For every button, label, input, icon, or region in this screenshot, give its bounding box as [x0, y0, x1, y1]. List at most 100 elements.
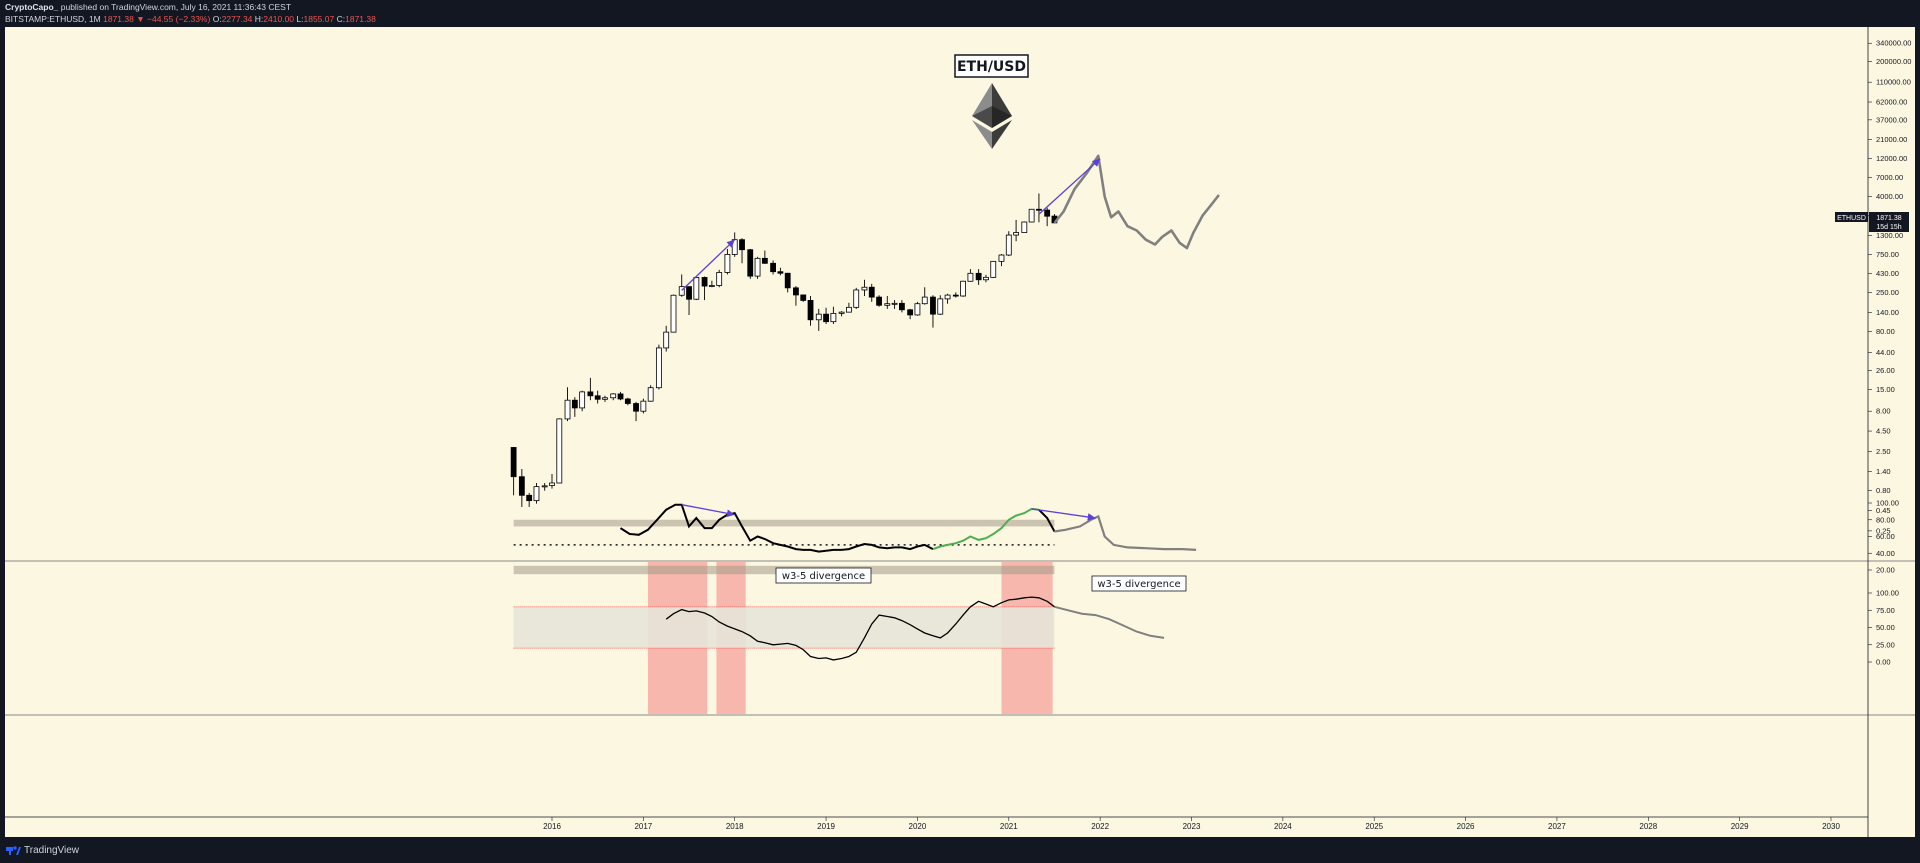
candle-down: [617, 393, 624, 400]
price-projection-line: [1053, 154, 1220, 250]
candle-down: [930, 296, 936, 315]
candle-up: [693, 277, 700, 300]
symbol-label: BITSTAMP:ETHUSD, 1M: [5, 14, 101, 24]
candle-down: [770, 262, 776, 273]
price-axis-tick-label: 7000.00: [1876, 173, 1903, 182]
candle-up: [983, 276, 989, 281]
candle-up: [998, 254, 1005, 262]
price-axis[interactable]: 340000.00 200000.00 110000.00 62000.00 37000…: [1868, 39, 1911, 667]
tradingview-logo-icon[interactable]: [6, 844, 21, 858]
price-axis-tick-label: 44.00: [1876, 348, 1895, 357]
oscillator-2-panel[interactable]: [665, 596, 1165, 661]
candle-up: [708, 285, 715, 287]
candle-down: [807, 300, 814, 321]
candle-down: [823, 313, 829, 323]
osc2-band: [513, 606, 1055, 649]
candle-down: [1044, 209, 1051, 217]
chart-area[interactable]: [5, 27, 1915, 837]
candle-up: [640, 400, 647, 412]
candle-up: [838, 311, 845, 314]
osc2-axis-tick-label: 75.00: [1876, 606, 1895, 615]
price-tag-symbol: ETHUSD: [1837, 215, 1866, 222]
tradingview-brand[interactable]: TradingView: [24, 845, 80, 856]
candle-down: [739, 239, 745, 251]
chart-svg[interactable]: ETH/USD 340000.00 200000.00 110000.00 62000…: [5, 27, 1915, 837]
osc2-axis-tick-label: 100.00: [1876, 589, 1899, 598]
price-divergence-arrow: [1038, 158, 1101, 215]
candle-up: [990, 260, 997, 278]
price-axis-tick-label: 250.00: [1876, 288, 1899, 297]
candle-up: [754, 257, 761, 277]
oscillator-1-panel[interactable]: [619, 503, 1197, 553]
chart-header: CryptoCapo_ published on TradingView.com…: [0, 0, 1920, 27]
candle-down: [898, 302, 905, 311]
time-axis-tick-label: 2023: [1183, 822, 1201, 831]
price-axis-tick-label: 15.00: [1876, 385, 1895, 394]
upper-band: [513, 519, 1055, 527]
candle-down: [526, 494, 533, 502]
time-axis[interactable]: 2016 2017 2018 2019 2020 2021 2022 2023 2024 2025…: [543, 817, 1840, 831]
candle-up: [853, 289, 860, 308]
price-axis-tick-label: 340000.00: [1876, 39, 1911, 48]
publish-info: CryptoCapo_ published on TradingView.com…: [5, 2, 291, 12]
price-tag-value: 1871.38: [1876, 215, 1901, 222]
candle-up: [541, 485, 548, 488]
candle-up: [533, 486, 540, 502]
price-axis-tick-label: 21000.00: [1876, 135, 1907, 144]
price-panel[interactable]: [510, 154, 1220, 507]
author-name[interactable]: CryptoCapo_: [5, 2, 59, 12]
time-axis-tick-label: 2016: [543, 822, 561, 831]
candle-up: [960, 280, 967, 297]
osc1-axis-tick-label: 100.00: [1876, 499, 1899, 508]
footer-bar: TradingView: [0, 837, 1920, 863]
candle-up: [815, 313, 822, 321]
candle-down: [594, 395, 601, 400]
oscillator-1-projection: [1054, 514, 1197, 551]
price-axis-tick-label: 110000.00: [1876, 78, 1911, 87]
chart-title-box: ETH/USD: [954, 54, 1029, 78]
time-axis-tick-label: 2018: [726, 822, 744, 831]
price-axis-tick-label: 62000.00: [1876, 98, 1907, 107]
time-axis-tick-label: 2020: [909, 822, 927, 831]
candle-down: [747, 249, 754, 277]
price-axis-tick-label: 37000.00: [1876, 115, 1907, 124]
candle-up: [602, 397, 608, 400]
candle-up: [556, 418, 563, 484]
price-axis-tick-label: 1.40: [1876, 467, 1891, 476]
price-axis-tick-label: 0.45: [1876, 506, 1891, 515]
candle-down: [784, 272, 791, 289]
time-axis-tick-label: 2019: [817, 822, 835, 831]
oscillator-1-line-black: [619, 503, 934, 553]
publish-date: published on TradingView.com, July 16, 2…: [60, 2, 292, 12]
candle-down: [800, 294, 807, 301]
price-axis-tick-label: 8.00: [1876, 407, 1891, 416]
candle-up: [579, 391, 586, 409]
divergence-label-2[interactable]: w3-5 divergence: [1091, 575, 1187, 592]
last-price: 1871.38: [103, 14, 134, 24]
divergence-label-1[interactable]: w3-5 divergence: [775, 567, 872, 584]
price-axis-tick-label: 4.50: [1876, 427, 1891, 436]
down-arrow-icon: ▼: [136, 14, 145, 24]
candle-down: [793, 287, 799, 296]
price-axis-tick-label: 0.80: [1876, 486, 1891, 495]
osc1-axis-tick-label: 40.00: [1876, 549, 1895, 558]
candle-up: [655, 347, 662, 389]
price-axis-tick-label: 80.00: [1876, 327, 1895, 336]
candle-down: [876, 296, 882, 306]
time-axis-tick-label: 2024: [1274, 822, 1292, 831]
oscillator-2-line: [665, 596, 1055, 661]
candle-down: [624, 398, 631, 404]
candle-up: [914, 303, 921, 316]
time-axis-tick-label: 2027: [1548, 822, 1566, 831]
time-axis-tick-label: 2029: [1731, 822, 1749, 831]
close-value: 1871.38: [345, 14, 376, 24]
ohlc-info: BITSTAMP:ETHUSD, 1M 1871.38 ▼ −44.55 (−2…: [5, 14, 376, 24]
high-value: 2410.00: [263, 14, 295, 24]
osc1-axis-tick-label: 20.00: [1876, 566, 1895, 575]
price-axis-tick-label: 26.00: [1876, 366, 1895, 375]
candle-down: [952, 294, 959, 297]
osc2-axis-tick-label: 0.00: [1876, 658, 1891, 667]
candle-down: [686, 286, 692, 300]
candle-up: [1005, 234, 1012, 256]
divergence-label-2-text: w3-5 divergence: [1097, 579, 1180, 590]
